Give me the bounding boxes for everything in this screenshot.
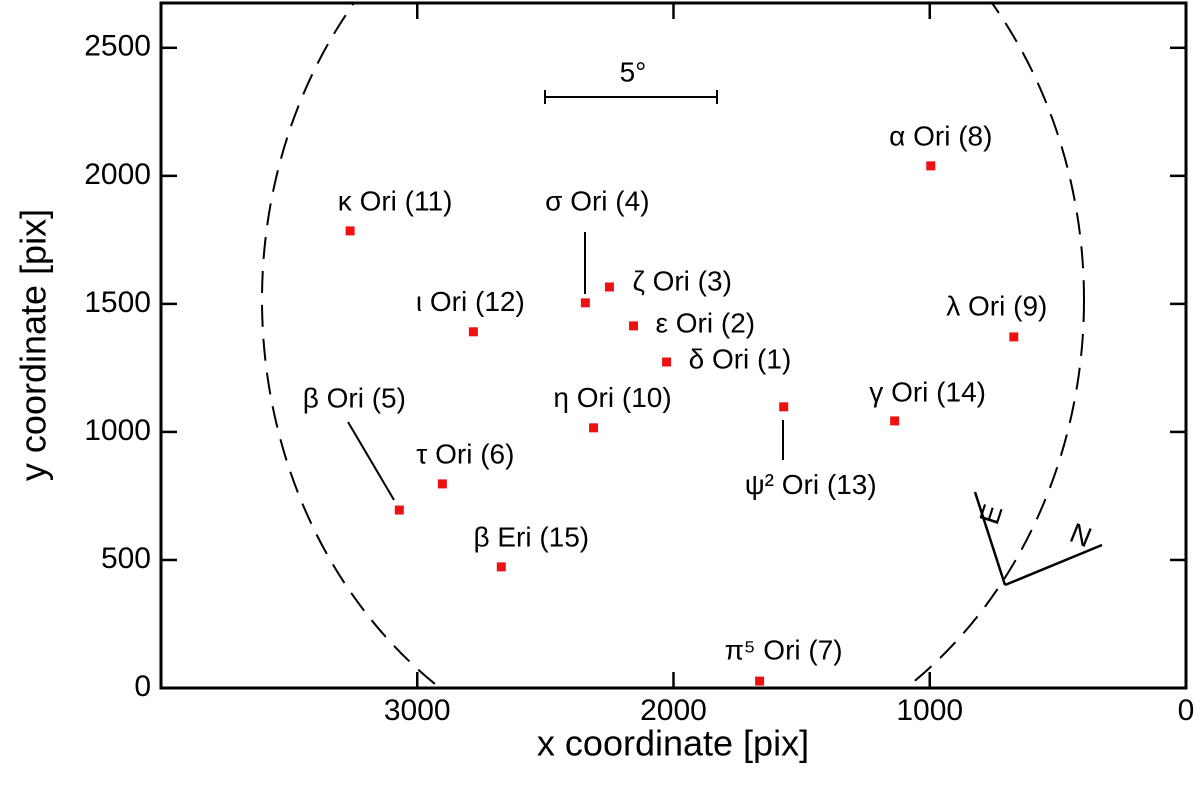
compass [973,491,1103,587]
star-label: ε Ori (2) [656,307,756,338]
field-boundary [261,3,1085,688]
star-point [1009,332,1019,342]
star-label: τ Ori (6) [416,438,514,469]
y-axis-title: y coordinate [pix] [13,209,54,481]
star-point [629,321,639,331]
star-point [890,416,900,426]
star-label: δ Ori (1) [689,343,792,374]
x-tick-label: 3000 [384,694,451,727]
y-tick-label: 1500 [84,286,151,319]
star-label: η Ori (10) [553,382,671,413]
plot-frame [159,1,1188,690]
y-tick-label: 500 [101,542,151,575]
star-point [755,676,765,686]
star-label: ζ Ori (3) [632,265,731,296]
star-label: α Ori (8) [889,120,992,151]
star-point [589,423,599,433]
scale-bar-label: 5° [620,56,647,87]
star-point [779,402,789,412]
star-label: λ Ori (9) [946,290,1047,321]
x-tick-label: 1000 [896,694,963,727]
star-point [580,298,590,308]
leader-lines [347,232,784,501]
star-label: κ Ori (11) [338,185,453,216]
star-label: γ Ori (14) [869,376,986,407]
compass-north: N [1066,517,1096,553]
y-tick-label: 1000 [84,414,151,447]
compass-east: E [973,501,1008,528]
star-label: β Eri (15) [473,521,589,552]
x-tick-label: 0 [1178,694,1195,727]
star-label: ψ² Ori (13) [745,469,877,500]
star-label: ι Ori (12) [416,286,525,317]
star-label: σ Ori (4) [545,185,649,216]
x-axis-title: x coordinate [pix] [537,723,809,764]
star-label: π⁵ Ori (7) [725,634,843,665]
y-tick-label: 0 [134,670,151,703]
star-point [926,161,936,171]
x-tick-label: 2000 [640,694,707,727]
y-tick-label: 2500 [84,30,151,63]
star-point [437,479,447,489]
star-point [496,562,506,572]
star-label: β Ori (5) [303,382,406,413]
star-point [394,505,404,515]
star-point [345,226,355,236]
scale-bar [544,90,718,104]
star-point [662,357,672,367]
star-point [468,327,478,337]
star-point [604,282,614,292]
y-tick-label: 2000 [84,158,151,191]
